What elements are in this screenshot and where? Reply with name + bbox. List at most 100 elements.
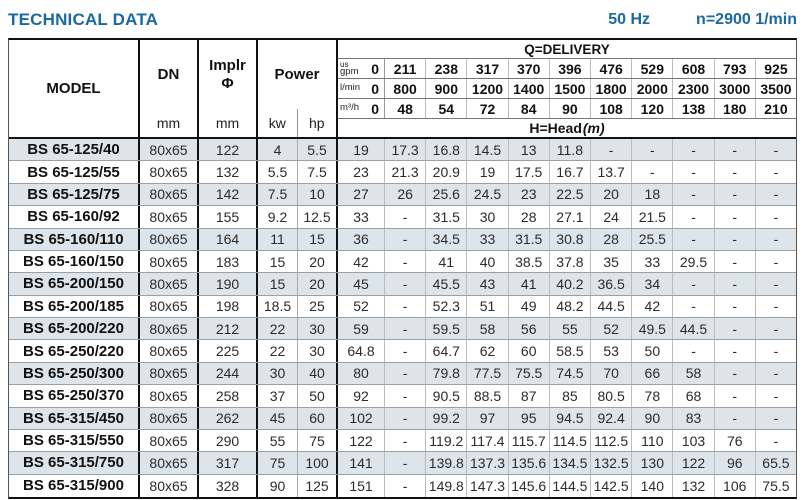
flow-value-cell: 608 [673,59,715,78]
impeller-cell: 262 [199,407,258,429]
head-value-cell: 134.5 [550,452,592,474]
head-value-cell: 87 [509,385,550,407]
head-value-cell: 52.3 [426,295,468,317]
head-value-cell: 36.5 [591,273,633,295]
flow-value-cell: 793 [715,59,756,78]
dn-cell: 80x65 [140,228,199,250]
head-value-cell: 21.3 [385,161,427,183]
head-value-cell: 29.5 [673,250,715,273]
flow-value-cell: 2000 [632,79,674,98]
head-value-cell: 31.5 [426,206,468,228]
model-cell: BS 65-250/370 [9,385,140,407]
flow-value-cell: 370 [509,59,550,78]
head-value-cell: - [773,432,779,449]
head-value-cell: 79.8 [426,362,468,385]
flow-value-cell: 211 [385,59,427,78]
power-unit-hp: hp [296,109,337,137]
head-value-cell: - [773,298,779,315]
flow-value-cell: 800 [385,79,427,98]
power-kw-cell: 18.5 [258,295,298,317]
flow-unit-label-cell: us gpm 0 [338,59,385,78]
head-value-cell: - [385,362,427,385]
model-cell: BS 65-160/110 [9,228,140,250]
head-value-cell: 110 [632,429,674,452]
head-value-cell: 40.2 [550,273,592,295]
model-cell: BS 65-125/40 [9,139,140,161]
power-kw-cell: 55 [258,429,298,452]
head-value-cell: 42 [338,250,385,273]
head-value-cell: - [715,228,756,250]
dn-cell: 80x65 [140,183,199,206]
head-value-cell: 13.7 [591,161,633,183]
head-value-cell: - [715,139,756,161]
power-hp-cell: 25 [298,295,338,317]
flow-row-m3h: m³/h 0 48 54 72 84 90 108 120 138 180 210 [338,99,796,119]
head-value-cell: 13 [509,139,550,161]
head-value-cell: - [385,407,427,429]
head-value-cell: 62 [467,340,509,362]
model-cell: BS 65-315/450 [9,407,140,429]
head-value-cell: 80.5 [591,385,633,407]
head-value-cell: 130 [632,452,674,474]
power-hp-cell: 20 [298,273,338,295]
flow-zero-value: 0 [371,60,379,77]
flow-value-cell: 900 [426,79,468,98]
head-value-cell: 19 [467,161,509,183]
head-value-cell: 55 [550,318,592,340]
power-kw-cell: 37 [258,385,298,407]
head-value-cell: 35 [591,250,633,273]
head-value-cell: - [385,206,427,228]
head-value-cell: 141 [338,452,385,474]
head-value-cell: 30.8 [550,228,592,250]
flow-value-cell: 180 [715,99,756,118]
flow-unit-label-cell: m³/h 0 [338,99,385,118]
head-value-cell: 34 [632,273,674,295]
head-value-cell: 103 [673,429,715,452]
delivery-title: Q=DELIVERY [338,40,796,59]
head-value-cell: - [673,161,715,183]
column-header-power: Power kw hp [258,40,338,137]
dn-cell: 80x65 [140,362,199,385]
table-row: BS 65-315/450 80x65 262 45 60 102-99.2 97 95 94.… [9,407,796,430]
head-value-cell: 145.6 [509,474,550,497]
head-value-cell: 17.3 [385,139,427,161]
head-value-cell: 96 [715,452,756,474]
flow-value-cell: 90 [550,99,592,118]
head-value-cell: 132 [673,474,715,497]
head-value-cell: 36 [338,228,385,250]
head-value-cell: 27.1 [550,206,592,228]
table-row: BS 65-200/220 80x65 212 22 30 59-59.5 58 56 55 52… [9,318,796,341]
dn-cell: 80x65 [140,161,199,183]
model-cell: BS 65-160/150 [9,250,140,273]
head-value-cell: 151 [338,474,385,497]
head-value-cell: 147.3 [467,474,509,497]
head-value-cell: - [673,340,715,362]
dn-unit-label: mm [156,115,181,131]
head-value-cell: - [715,385,756,407]
head-value-cell: - [385,318,427,340]
head-value-cell: 68 [673,385,715,407]
head-value-cell: 23 [338,161,385,183]
power-kw-cell: 9.2 [258,206,298,228]
head-value-cell: 64.7 [426,340,468,362]
power-hp-cell: 125 [298,474,338,497]
head-value-cell: 85 [550,385,592,407]
power-kw-cell: 4 [258,139,298,161]
head-value-cell: 75.5 [762,477,790,494]
head-value-cell: - [673,228,715,250]
head-value-cell: 135.6 [509,452,550,474]
power-units-row: kw hp [258,109,336,137]
power-hp-cell: 50 [298,385,338,407]
flow-value-cell: 529 [632,59,674,78]
flow-value-cell: 1200 [467,79,509,98]
power-kw-cell: 22 [258,340,298,362]
head-value-cell: 31.5 [509,228,550,250]
head-value-cell: - [773,387,779,404]
head-value-cell: 149.8 [426,474,468,497]
head-value-cell: - [673,139,715,161]
table-row: BS 65-315/900 80x65 328 90 125 151-149.8 147.3… [9,474,796,497]
head-value-cell: 24 [591,206,633,228]
head-value-cell: - [773,141,779,158]
head-value-cell: - [385,295,427,317]
power-unit-kw: kw [268,115,286,131]
